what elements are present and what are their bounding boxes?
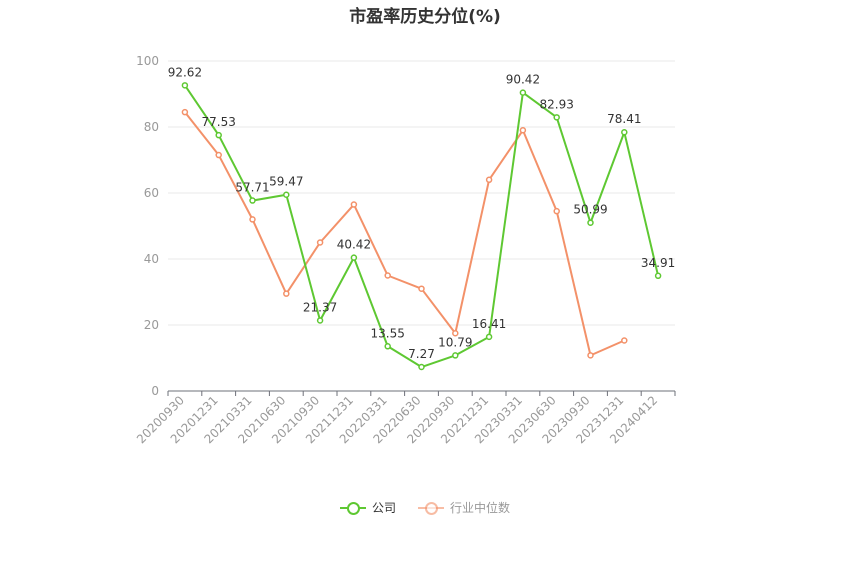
data-point [350, 254, 358, 261]
data-point [587, 219, 594, 226]
data-label: 40.42 [337, 238, 371, 252]
data-point [215, 151, 222, 159]
y-tick-label: 80 [144, 120, 159, 134]
data-label: 82.93 [540, 97, 574, 111]
data-point [654, 272, 662, 280]
data-point [384, 272, 391, 279]
data-label: 10.79 [438, 335, 472, 349]
y-tick-label: 20 [144, 318, 159, 332]
data-point [485, 176, 493, 184]
data-point [621, 128, 628, 136]
data-label: 90.42 [506, 73, 540, 87]
data-point [519, 127, 527, 134]
data-point [418, 285, 425, 292]
data-point [283, 191, 290, 198]
legend-swatch-industry-median [418, 501, 444, 515]
data-label: 34.91 [641, 256, 675, 270]
data-label: 92.62 [168, 65, 202, 79]
y-tick-label: 60 [144, 186, 159, 200]
data-label: 21.37 [303, 300, 337, 314]
data-point [418, 363, 425, 371]
axes: 0204060801002020093020201231202103312021… [134, 54, 676, 446]
y-tick-label: 0 [151, 384, 159, 398]
data-label: 13.55 [371, 326, 405, 340]
data-point [249, 216, 256, 223]
series-lines [181, 82, 662, 371]
grid-lines [168, 60, 675, 326]
legend-label-industry-median: 行业中位数 [450, 501, 511, 515]
series-line-1 [184, 111, 625, 357]
data-label: 78.41 [607, 112, 641, 126]
data-label: 77.53 [202, 115, 236, 129]
y-tick-label: 100 [136, 54, 159, 68]
data-point [350, 201, 358, 208]
data-point [316, 317, 324, 324]
data-point [519, 89, 527, 96]
data-point [316, 239, 324, 246]
data-label: 59.47 [269, 175, 303, 189]
data-point [215, 131, 222, 139]
data-point [249, 197, 256, 204]
data-point [283, 290, 290, 297]
data-point [181, 108, 189, 116]
data-point [181, 82, 189, 89]
legend: 公司 行业中位数 [0, 499, 850, 516]
data-point [621, 337, 628, 344]
y-tick-label: 40 [144, 252, 159, 266]
data-point [452, 352, 459, 359]
data-label: 16.41 [472, 317, 506, 331]
data-point [384, 343, 391, 350]
data-point [485, 333, 493, 341]
data-label: 50.99 [573, 203, 607, 217]
legend-swatch-company [339, 501, 366, 515]
legend-label-company: 公司 [371, 501, 396, 515]
legend-item-company[interactable]: 公司 [339, 499, 396, 516]
data-point [553, 207, 560, 215]
data-label: 7.27 [408, 347, 435, 361]
data-label: 57.71 [235, 181, 269, 195]
data-point [553, 114, 560, 121]
data-point [587, 352, 594, 359]
data-point [452, 330, 459, 337]
chart-title: 市盈率历史分位(%) [349, 7, 501, 27]
legend-item-industry-median[interactable]: 行业中位数 [418, 499, 510, 516]
